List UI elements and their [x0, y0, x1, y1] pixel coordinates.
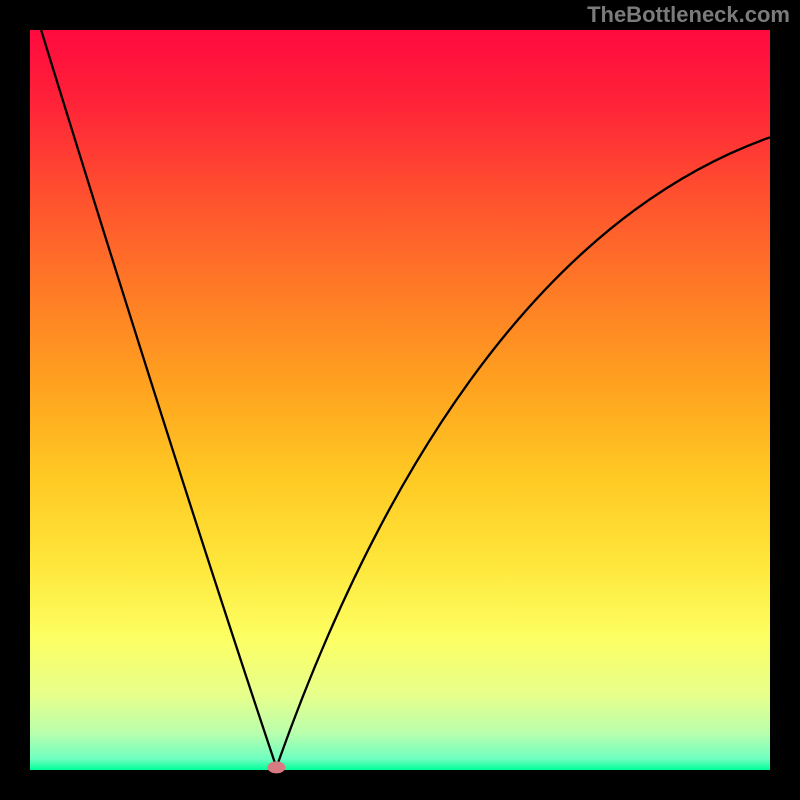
bottleneck-chart — [0, 0, 800, 800]
plot-background — [30, 30, 770, 770]
watermark-text: TheBottleneck.com — [587, 2, 790, 28]
minimum-marker — [267, 761, 285, 773]
chart-frame: TheBottleneck.com — [0, 0, 800, 800]
